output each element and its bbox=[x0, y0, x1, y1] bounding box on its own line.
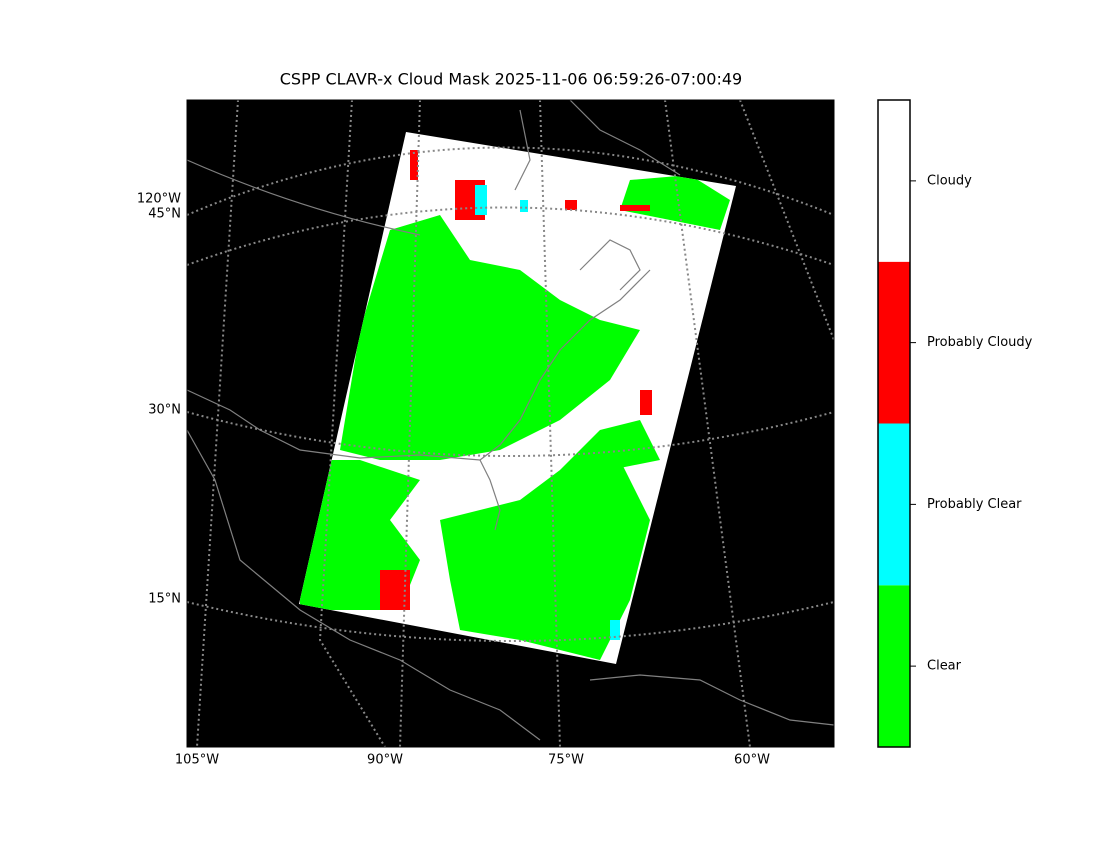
map-layer bbox=[187, 100, 834, 747]
lon-label: 75°W bbox=[548, 753, 584, 768]
lon-labels: 105°W 90°W 75°W 60°W bbox=[175, 753, 770, 768]
colorbar-segment bbox=[878, 423, 910, 586]
lat-label: 120°W bbox=[137, 192, 181, 207]
lon-label: 90°W bbox=[367, 753, 403, 768]
map-title: CSPP CLAVR-x Cloud Mask 2025-11-06 06:59… bbox=[280, 70, 742, 89]
colorbar-label: Probably Cloudy bbox=[927, 335, 1033, 350]
probably-clear-specks bbox=[475, 185, 620, 640]
lon-label: 105°W bbox=[175, 753, 219, 768]
coastlines bbox=[187, 100, 834, 741]
lat-label: 15°N bbox=[148, 592, 181, 607]
colorbar-segment bbox=[878, 100, 910, 262]
colorbar-frame bbox=[877, 99, 911, 748]
colorbar: Clear Probably Clear Probably Cloudy Cloudy bbox=[877, 99, 1033, 748]
lat-label: 30°N bbox=[148, 403, 181, 418]
colorbar-segment bbox=[878, 585, 910, 747]
colorbar-label: Clear bbox=[927, 659, 962, 674]
lat-labels: 120°W45°N 30°N 15°N bbox=[137, 192, 181, 607]
lat-label: 45°N bbox=[148, 207, 181, 222]
map-frame bbox=[186, 99, 835, 748]
colorbar-label: Cloudy bbox=[927, 173, 972, 188]
colorbar-label: Probably Clear bbox=[927, 497, 1022, 512]
graticule bbox=[187, 100, 834, 747]
colorbar-segment bbox=[878, 261, 910, 424]
lon-label: 60°W bbox=[734, 753, 770, 768]
